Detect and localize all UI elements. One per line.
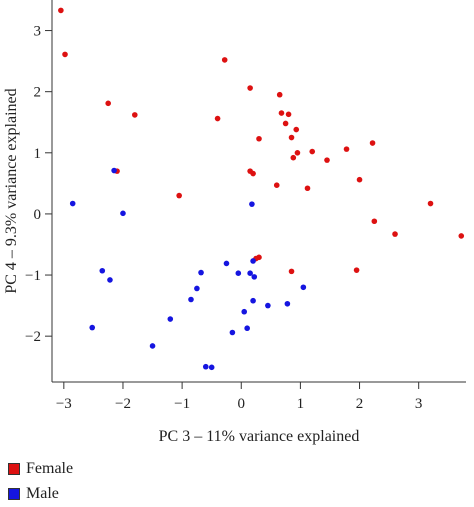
data-point-male bbox=[223, 260, 230, 267]
data-point-female bbox=[250, 170, 256, 177]
data-point-male bbox=[250, 258, 256, 264]
data-point-male bbox=[202, 363, 209, 370]
data-point-male bbox=[251, 274, 258, 280]
data-point-female bbox=[353, 267, 360, 273]
data-point-male bbox=[300, 284, 307, 291]
data-point-female bbox=[304, 185, 311, 192]
data-point-female bbox=[309, 148, 316, 155]
data-point-male bbox=[249, 201, 255, 207]
x-axis-title: PC 3 – 11% variance explained bbox=[159, 428, 360, 445]
y-axis: −2 −1 0 1 2 3 bbox=[25, 0, 53, 382]
data-point-female bbox=[293, 126, 300, 133]
y-tick-label: −1 bbox=[25, 268, 41, 284]
legend-label-male: Male bbox=[26, 484, 59, 502]
data-point-female bbox=[294, 150, 301, 156]
x-tick-label: 0 bbox=[238, 396, 246, 412]
data-point-male bbox=[198, 269, 204, 276]
data-point-male bbox=[194, 285, 200, 292]
data-point-female bbox=[273, 182, 280, 188]
data-point-female bbox=[214, 115, 221, 122]
data-point-male bbox=[167, 316, 174, 322]
data-point-female bbox=[247, 85, 253, 91]
data-points bbox=[58, 7, 465, 371]
data-point-female bbox=[458, 233, 465, 239]
data-point-male bbox=[208, 364, 215, 371]
data-point-female bbox=[369, 140, 376, 146]
data-point-female bbox=[371, 218, 378, 225]
data-point-male bbox=[188, 296, 194, 303]
legend-swatch-male bbox=[8, 487, 20, 500]
data-point-female bbox=[288, 134, 295, 141]
data-point-female bbox=[343, 146, 350, 152]
data-point-female bbox=[290, 154, 297, 161]
data-point-female bbox=[288, 268, 295, 275]
x-tick-label: −3 bbox=[56, 396, 72, 412]
data-point-male bbox=[241, 308, 248, 315]
data-point-female bbox=[132, 112, 138, 118]
legend-swatch-female bbox=[8, 462, 20, 475]
data-point-female bbox=[256, 254, 262, 261]
data-point-male bbox=[69, 200, 76, 207]
data-point-male bbox=[111, 167, 117, 174]
legend: Female Male bbox=[8, 456, 73, 506]
y-tick-label: −2 bbox=[25, 329, 41, 345]
data-point-male bbox=[247, 270, 253, 277]
legend-item-female: Female bbox=[8, 456, 73, 481]
y-tick-label: 3 bbox=[34, 24, 42, 40]
data-point-male bbox=[250, 297, 256, 304]
data-point-female bbox=[282, 120, 289, 127]
data-point-female bbox=[356, 176, 363, 183]
legend-item-male: Male bbox=[8, 481, 73, 506]
data-point-male bbox=[149, 343, 156, 349]
data-point-female bbox=[324, 157, 330, 163]
data-point-male bbox=[265, 302, 271, 309]
x-tick-label: −2 bbox=[115, 396, 131, 412]
legend-label-female: Female bbox=[26, 459, 74, 477]
data-point-male bbox=[99, 267, 106, 274]
data-point-female bbox=[278, 110, 285, 116]
data-point-female bbox=[176, 192, 182, 199]
y-tick-label: 0 bbox=[34, 207, 42, 223]
data-point-female bbox=[221, 57, 228, 63]
data-point-female bbox=[276, 91, 283, 98]
data-point-female bbox=[62, 51, 68, 58]
x-tick-label: 1 bbox=[297, 396, 305, 412]
data-point-male bbox=[120, 210, 126, 217]
data-point-male bbox=[244, 325, 250, 332]
data-point-female bbox=[392, 231, 398, 237]
data-point-female bbox=[256, 135, 262, 142]
data-point-male bbox=[229, 329, 236, 336]
y-tick-label: 1 bbox=[34, 146, 42, 162]
data-point-male bbox=[107, 277, 113, 283]
data-point-female bbox=[427, 200, 434, 207]
x-tick-label: 3 bbox=[415, 396, 423, 412]
data-point-female bbox=[105, 100, 111, 107]
x-tick-label: 2 bbox=[356, 396, 364, 412]
data-point-male bbox=[235, 270, 242, 277]
data-point-male bbox=[284, 300, 291, 307]
y-axis-title: PC 4 – 9.3% variance explained bbox=[3, 88, 20, 293]
data-point-female bbox=[285, 111, 292, 118]
data-point-male bbox=[89, 324, 96, 331]
data-point-female bbox=[58, 7, 64, 14]
x-axis: −3 −2 −1 0 1 2 3 bbox=[52, 381, 466, 412]
x-tick-label: −1 bbox=[174, 396, 190, 412]
y-tick-label: 2 bbox=[34, 85, 42, 101]
